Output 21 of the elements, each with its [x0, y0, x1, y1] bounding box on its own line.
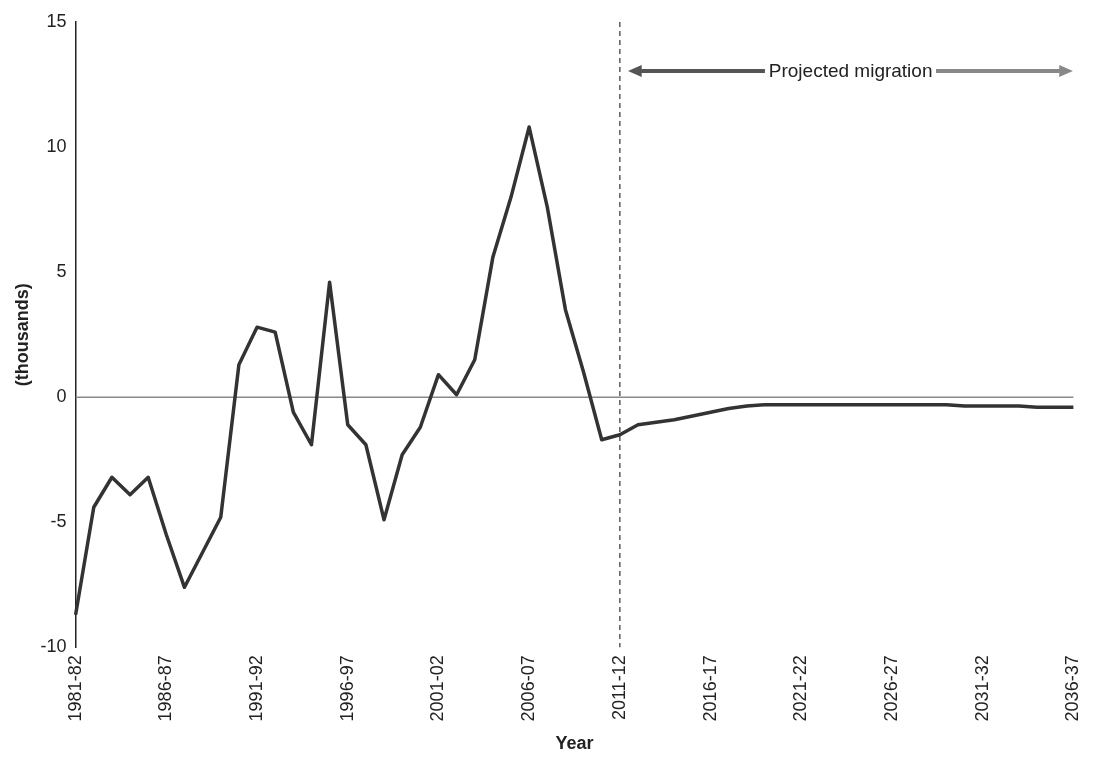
x-tick-label: 2016-17	[699, 655, 720, 722]
y-axis-title: (thousands)	[11, 283, 32, 387]
x-tick-label: 2026-27	[880, 655, 901, 722]
x-tick-label: 2011-12	[608, 655, 629, 721]
x-tick-label: 2021-22	[790, 655, 811, 722]
x-axis-title: Year	[555, 733, 594, 754]
x-tick-label: 1996-97	[336, 655, 357, 722]
annotation: Projected migration	[768, 60, 933, 82]
y-tick-label: 5	[56, 261, 67, 282]
x-tick-label: 2036-37	[1062, 655, 1083, 722]
x-tick-label: 2001-02	[427, 655, 448, 722]
y-tick-label: -10	[40, 636, 67, 657]
x-tick-label: 1991-92	[246, 655, 266, 722]
x-tick-label: 1981-82	[64, 655, 85, 722]
y-tick-label: 0	[56, 386, 67, 407]
x-tick-label: 1986-87	[155, 655, 176, 722]
y-tick-label: -5	[50, 511, 67, 532]
x-tick-label: 2006-07	[518, 655, 539, 722]
x-tick-label: 2031-32	[971, 655, 992, 722]
y-tick-label: 10	[46, 136, 67, 157]
y-tick-label: 15	[46, 10, 67, 31]
